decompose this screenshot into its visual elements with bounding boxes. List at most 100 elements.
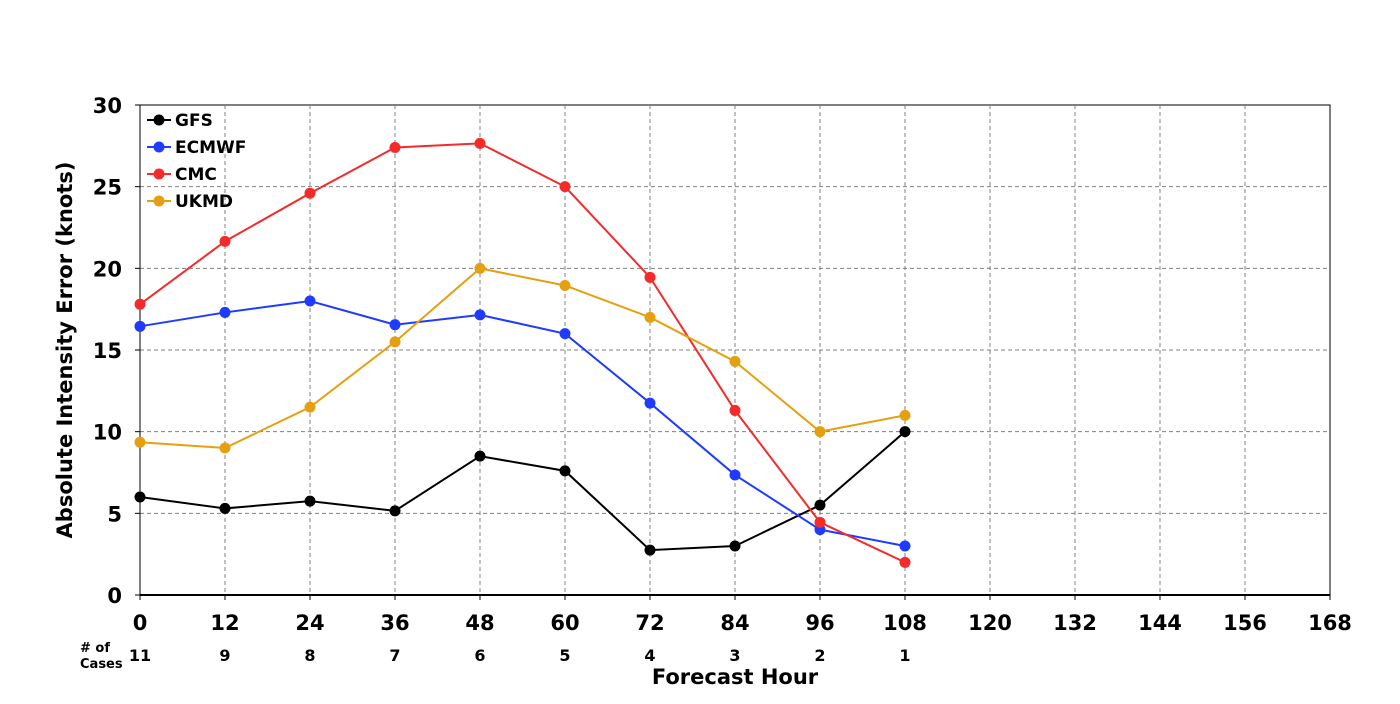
data-point-cmc xyxy=(644,271,656,283)
series-line-cmc xyxy=(139,142,906,564)
x-tick-label: 36 xyxy=(380,611,409,635)
data-point-ukmd xyxy=(644,311,656,323)
series-ukmd xyxy=(134,262,911,454)
y-tick-label: 10 xyxy=(93,421,122,445)
data-point-cmc xyxy=(559,181,571,193)
series-line-ukmd xyxy=(139,267,906,450)
data-point-ecmwf xyxy=(474,309,486,321)
y-tick-label: 0 xyxy=(107,584,122,608)
grid-lines xyxy=(140,105,1330,595)
case-count-label: 6 xyxy=(474,646,485,665)
legend-marker-ukmd xyxy=(153,195,165,207)
case-counts: 11 9 8 7 6 5 4 3 2 1 xyxy=(129,646,911,665)
series-line-gfs xyxy=(139,430,906,552)
data-point-cmc xyxy=(814,516,826,528)
cases-title: # of Cases xyxy=(80,641,123,672)
y-tick-label: 5 xyxy=(107,502,122,526)
legend-item-gfs: GFS xyxy=(147,111,213,131)
legend-label-gfs: GFS xyxy=(175,111,213,131)
data-point-ecmwf xyxy=(389,319,401,331)
data-point-ukmd xyxy=(219,442,231,454)
y-axis-title: Absolute Intensity Error (knots) xyxy=(53,162,77,539)
data-point-gfs xyxy=(304,495,316,507)
data-point-gfs xyxy=(729,540,741,552)
legend-item-ecmwf: ECMWF xyxy=(147,138,246,158)
data-point-cmc xyxy=(899,556,911,568)
cases-title-line: # of xyxy=(80,641,110,656)
data-point-ecmwf xyxy=(304,295,316,307)
legend-label-ecmwf: ECMWF xyxy=(175,138,246,158)
data-point-ukmd xyxy=(304,401,316,413)
data-point-cmc xyxy=(474,137,486,149)
data-point-gfs xyxy=(219,502,231,514)
x-tick-label: 24 xyxy=(295,611,324,635)
legend-label-cmc: CMC xyxy=(175,165,217,185)
x-tick-label: 84 xyxy=(720,611,749,635)
series-cmc xyxy=(134,137,911,568)
data-point-ukmd xyxy=(134,436,146,448)
data-point-ecmwf xyxy=(134,320,146,332)
case-count-label: 7 xyxy=(389,646,400,665)
case-count-label: 1 xyxy=(899,646,910,665)
x-tick-label: 60 xyxy=(550,611,579,635)
x-axis-title: Forecast Hour xyxy=(652,665,819,689)
x-tick-label: 0 xyxy=(133,611,148,635)
data-point-ukmd xyxy=(814,426,826,438)
data-point-ukmd xyxy=(389,336,401,348)
data-point-gfs xyxy=(644,544,656,556)
case-count-label: 2 xyxy=(814,646,825,665)
data-point-ecmwf xyxy=(559,328,571,340)
series-gfs xyxy=(134,426,911,556)
x-tick-label: 72 xyxy=(635,611,664,635)
x-tick-label: 144 xyxy=(1138,611,1182,635)
legend: GFS ECMWF CMC UKMD xyxy=(147,111,246,212)
data-point-ukmd xyxy=(559,279,571,291)
data-point-ukmd xyxy=(474,262,486,274)
y-tick-label: 25 xyxy=(93,176,122,200)
x-tick-labels: 0 12 24 36 48 60 72 84 96 108 120 132 144 156 168 xyxy=(133,595,1352,635)
data-point-cmc xyxy=(219,235,231,247)
data-point-gfs xyxy=(389,505,401,517)
data-point-gfs xyxy=(899,426,911,438)
x-tick-label: 12 xyxy=(210,611,239,635)
legend-label-ukmd: UKMD xyxy=(175,192,233,212)
series-ecmwf xyxy=(134,295,911,552)
y-tick-labels: 0 5 10 15 20 25 30 xyxy=(93,94,140,608)
data-point-gfs xyxy=(134,491,146,503)
case-count-label: 11 xyxy=(129,646,151,665)
case-count-label: 9 xyxy=(219,646,230,665)
x-tick-label: 156 xyxy=(1223,611,1267,635)
data-point-cmc xyxy=(729,404,741,416)
data-point-ukmd xyxy=(729,355,741,367)
legend-item-cmc: CMC xyxy=(147,165,217,185)
x-tick-label: 96 xyxy=(805,611,834,635)
data-point-cmc xyxy=(389,141,401,153)
cases-title-line: Cases xyxy=(80,657,123,672)
data-point-ukmd xyxy=(899,409,911,421)
x-tick-label: 120 xyxy=(968,611,1012,635)
series-line-ecmwf xyxy=(139,299,906,547)
case-count-label: 3 xyxy=(729,646,740,665)
data-point-ecmwf xyxy=(729,469,741,481)
y-tick-label: 20 xyxy=(93,257,122,281)
case-count-label: 5 xyxy=(559,646,570,665)
data-point-ecmwf xyxy=(219,306,231,318)
data-point-ecmwf xyxy=(899,540,911,552)
legend-item-ukmd: UKMD xyxy=(147,192,233,212)
data-point-cmc xyxy=(134,298,146,310)
data-point-ecmwf xyxy=(644,397,656,409)
y-tick-label: 15 xyxy=(93,339,122,363)
legend-marker-gfs xyxy=(153,114,165,126)
x-tick-label: 48 xyxy=(465,611,494,635)
y-tick-label: 30 xyxy=(93,94,122,118)
data-point-gfs xyxy=(474,450,486,462)
x-tick-label: 132 xyxy=(1053,611,1097,635)
x-tick-label: 168 xyxy=(1308,611,1352,635)
case-count-label: 8 xyxy=(304,646,315,665)
data-point-gfs xyxy=(559,465,571,477)
case-count-label: 4 xyxy=(644,646,655,665)
legend-marker-ecmwf xyxy=(153,141,165,153)
data-point-gfs xyxy=(814,499,826,511)
